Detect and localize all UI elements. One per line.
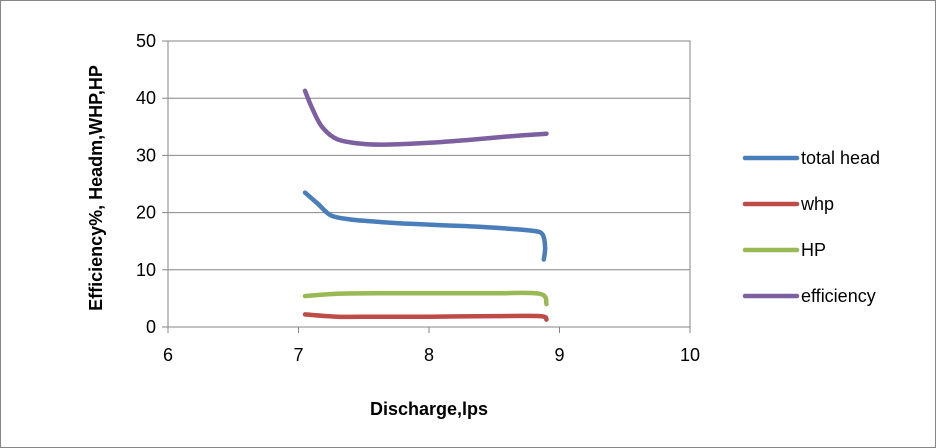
x-axis-title: Discharge,lps — [370, 399, 488, 419]
x-tick-label: 10 — [680, 345, 700, 365]
legend-label: HP — [801, 240, 826, 260]
series-lines — [302, 88, 549, 322]
y-axis-title: Efficiency%, Headm,WHP,HP — [86, 65, 106, 311]
y-tick-label: 10 — [136, 260, 156, 280]
plot-area-border — [167, 40, 691, 328]
legend-label: efficiency — [801, 286, 876, 306]
x-tick-label: 9 — [554, 345, 564, 365]
y-tick-label: 0 — [146, 317, 156, 337]
x-axis-ticks: 6 7 8 9 10 — [163, 327, 700, 365]
x-tick-label: 7 — [293, 345, 303, 365]
legend: total head whp HP efficiency — [742, 148, 880, 306]
y-tick-label: 40 — [136, 88, 156, 108]
gridlines — [168, 97, 690, 271]
y-tick-label: 30 — [136, 145, 156, 165]
series-line-hp — [302, 290, 549, 307]
legend-label: whp — [800, 194, 834, 214]
series-line-whp — [302, 312, 549, 322]
y-tick-label: 20 — [136, 203, 156, 223]
x-tick-label: 6 — [163, 345, 173, 365]
series-line-efficiency — [302, 88, 549, 147]
y-axis-ticks: 0 10 20 30 40 50 — [136, 31, 168, 337]
series-line-total-head — [302, 190, 548, 262]
y-tick-label: 50 — [136, 31, 156, 51]
legend-label: total head — [801, 148, 880, 168]
x-tick-label: 8 — [424, 345, 434, 365]
